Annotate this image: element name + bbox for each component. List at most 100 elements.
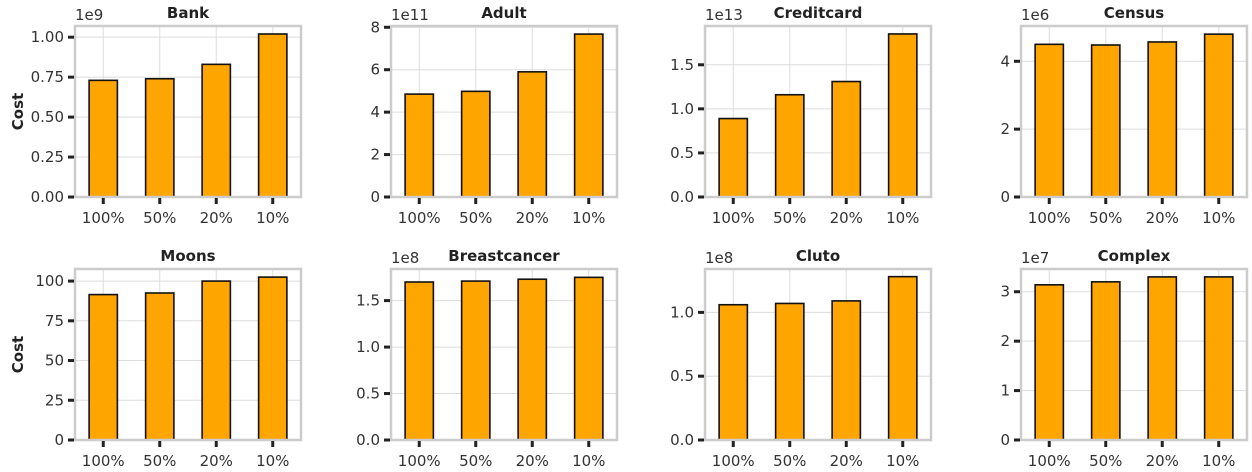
xtick-label-0-3: 10% — [256, 209, 289, 227]
bar-adult-2 — [517, 71, 548, 198]
bar-cluto-0 — [718, 303, 749, 441]
ytick-label-0-4: 1.00 — [31, 28, 64, 46]
bar-bank-3 — [257, 33, 288, 198]
xtick-label-4-0: 100% — [82, 452, 125, 470]
xtick-label-3-3: 10% — [1202, 209, 1235, 227]
xtick-label-2-0: 100% — [712, 209, 755, 227]
xtick-label-2-3: 10% — [886, 209, 919, 227]
xtick-label-0-1: 50% — [143, 209, 176, 227]
bar-moons-2 — [201, 280, 232, 441]
bar-creditcard-2 — [831, 80, 862, 198]
ytick-label-7-2: 2 — [1000, 332, 1010, 350]
bar-cluto-3 — [887, 275, 918, 441]
xtick-label-3-2: 20% — [1146, 209, 1179, 227]
ytick-label-4-4: 100 — [35, 272, 64, 290]
plot-frame-1 — [389, 24, 619, 199]
ytick-label-2-2: 1.0 — [670, 100, 694, 118]
bar-breastcancer-2 — [517, 278, 548, 441]
chart-title-2: Creditcard — [774, 4, 863, 22]
ytick-label-3-1: 2 — [1000, 120, 1010, 138]
bar-census-1 — [1090, 44, 1121, 198]
ytick-label-7-0: 0 — [1000, 431, 1010, 449]
bar-complex-1 — [1090, 281, 1121, 441]
plot-frame-2 — [703, 24, 933, 199]
xtick-label-4-3: 10% — [256, 452, 289, 470]
xtick-label-4-1: 50% — [143, 452, 176, 470]
offset-label-0: 1e9 — [75, 6, 103, 24]
bar-creditcard-3 — [887, 33, 918, 198]
xtick-label-1-2: 20% — [516, 209, 549, 227]
ytick-label-5-0: 0.0 — [356, 431, 380, 449]
xtick-label-6-1: 50% — [773, 452, 806, 470]
chart-title-1: Adult — [481, 4, 526, 22]
ytick-label-7-3: 3 — [1000, 283, 1010, 301]
bar-breastcancer-0 — [404, 281, 435, 441]
offset-label-7: 1e7 — [1021, 249, 1049, 267]
bar-adult-3 — [573, 33, 604, 198]
xtick-label-3-0: 100% — [1028, 209, 1071, 227]
plot-frame-0 — [73, 24, 303, 199]
xtick-label-0-2: 20% — [200, 209, 233, 227]
offset-label-1: 1e11 — [391, 6, 429, 24]
ytick-label-2-0: 0.0 — [670, 188, 694, 206]
xtick-label-0-0: 100% — [82, 209, 125, 227]
bar-breastcancer-1 — [460, 280, 491, 441]
ytick-label-2-3: 1.5 — [670, 56, 694, 74]
ytick-label-1-1: 2 — [370, 146, 380, 164]
xtick-label-1-1: 50% — [459, 209, 492, 227]
ylabel-4: Cost — [9, 336, 27, 373]
bar-moons-1 — [144, 292, 175, 441]
plot-frame-6 — [703, 267, 933, 442]
chart-title-4: Moons — [160, 247, 215, 265]
ytick-label-4-3: 75 — [45, 312, 64, 330]
ytick-label-5-2: 1.0 — [356, 338, 380, 356]
bar-bank-1 — [144, 77, 175, 198]
chart-title-6: Cluto — [796, 247, 840, 265]
xtick-label-5-0: 100% — [398, 452, 441, 470]
ytick-label-4-1: 25 — [45, 391, 64, 409]
bar-complex-3 — [1203, 276, 1234, 441]
xtick-label-2-1: 50% — [773, 209, 806, 227]
bar-census-2 — [1147, 41, 1178, 198]
xtick-label-5-3: 10% — [572, 452, 605, 470]
ytick-label-6-1: 0.5 — [670, 367, 694, 385]
xtick-label-6-0: 100% — [712, 452, 755, 470]
plot-frame-5 — [389, 267, 619, 442]
bar-bank-2 — [201, 63, 232, 198]
xtick-label-5-1: 50% — [459, 452, 492, 470]
plot-frame-7 — [1019, 267, 1249, 442]
ytick-label-6-2: 1.0 — [670, 303, 694, 321]
xtick-label-7-3: 10% — [1202, 452, 1235, 470]
ytick-label-5-1: 0.5 — [356, 385, 380, 403]
ytick-label-3-2: 4 — [1000, 52, 1010, 70]
offset-label-6: 1e8 — [705, 249, 733, 267]
ytick-label-1-4: 8 — [370, 18, 380, 36]
chart-title-5: Breastcancer — [448, 247, 560, 265]
ytick-label-2-1: 0.5 — [670, 144, 694, 162]
bar-adult-1 — [460, 90, 491, 198]
ytick-label-4-2: 50 — [45, 352, 64, 370]
xtick-label-1-3: 10% — [572, 209, 605, 227]
xtick-label-5-2: 20% — [516, 452, 549, 470]
xtick-label-6-3: 10% — [886, 452, 919, 470]
bar-cluto-2 — [831, 300, 862, 441]
xtick-label-6-2: 20% — [830, 452, 863, 470]
xtick-label-7-1: 50% — [1089, 452, 1122, 470]
offset-label-5: 1e8 — [391, 249, 419, 267]
plot-frame-3 — [1019, 24, 1249, 199]
bar-complex-0 — [1034, 284, 1065, 441]
chart-title-0: Bank — [167, 4, 210, 22]
bar-complex-2 — [1147, 276, 1178, 441]
chart-title-3: Census — [1104, 4, 1164, 22]
bar-creditcard-1 — [774, 93, 805, 198]
xtick-label-3-1: 50% — [1089, 209, 1122, 227]
ytick-label-1-2: 4 — [370, 103, 380, 121]
plot-frame-4 — [73, 267, 303, 442]
bar-moons-0 — [88, 293, 119, 441]
ytick-label-7-1: 1 — [1000, 382, 1010, 400]
xtick-label-1-0: 100% — [398, 209, 441, 227]
bar-moons-3 — [257, 276, 288, 441]
ytick-label-0-2: 0.50 — [31, 108, 64, 126]
bar-census-3 — [1203, 33, 1234, 198]
